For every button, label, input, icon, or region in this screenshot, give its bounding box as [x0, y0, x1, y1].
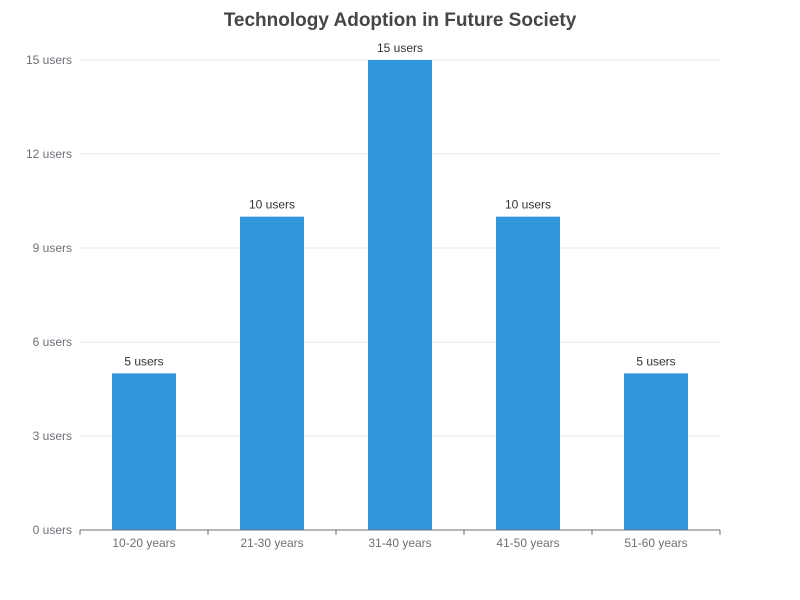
x-tick-label: 21-30 years: [240, 536, 303, 550]
bar-value-label: 5 users: [636, 354, 675, 368]
bar-value-label: 10 users: [249, 198, 295, 212]
bar[interactable]: [368, 60, 432, 530]
bar[interactable]: [496, 216, 560, 530]
y-tick-label: 3 users: [33, 429, 72, 443]
bar-value-label: 10 users: [505, 198, 551, 212]
bar-value-label: 5 users: [124, 354, 163, 368]
labels-layer: 0 users 3 users 6 users 9 users 12 users 15 u…: [26, 41, 688, 550]
x-tick-label: 31-40 years: [368, 536, 431, 550]
y-tick-label: 6 users: [33, 335, 72, 349]
bar[interactable]: [240, 216, 304, 530]
y-tick-label: 15 users: [26, 53, 72, 67]
y-tick-label: 0 users: [33, 523, 72, 537]
bars-layer: [112, 60, 688, 530]
axis-layer: [79, 529, 721, 535]
x-tick-label: 51-60 years: [624, 536, 687, 550]
x-tick-label: 10-20 years: [112, 536, 175, 550]
y-tick-label: 9 users: [33, 241, 72, 255]
x-tick-label: 41-50 years: [496, 536, 559, 550]
chart-title: Technology Adoption in Future Society: [223, 10, 577, 31]
bar-value-label: 15 users: [377, 41, 423, 55]
y-tick-label: 12 users: [26, 147, 72, 161]
bar[interactable]: [624, 373, 688, 530]
bar[interactable]: [112, 373, 176, 530]
